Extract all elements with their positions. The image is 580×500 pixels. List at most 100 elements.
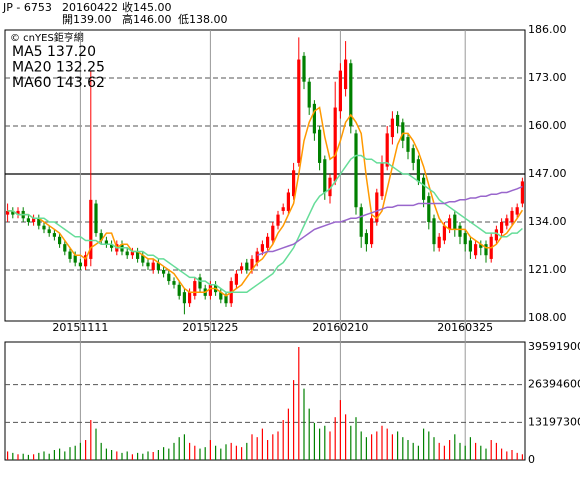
candle-body	[250, 258, 254, 270]
candle-body	[47, 229, 51, 234]
open-price: 開139.00	[62, 13, 112, 26]
symbol: JP - 6753	[2, 1, 52, 14]
candle-body	[286, 192, 290, 211]
candle-body	[32, 218, 36, 222]
candle-body	[312, 103, 316, 134]
candle-body	[26, 218, 30, 222]
legend-entry: MA20 132.25	[12, 60, 105, 76]
candle-body	[42, 225, 46, 230]
candle-body	[37, 218, 41, 226]
ma-line	[7, 154, 523, 293]
y-tick-label: 0	[528, 453, 535, 466]
candle-body	[6, 210, 10, 215]
candle-body	[245, 262, 249, 270]
y-tick-label: 134.00	[528, 215, 567, 228]
candle-body	[136, 251, 140, 259]
candle-body	[297, 59, 301, 163]
y-tick-label: 131973000	[528, 415, 580, 428]
candle-body	[318, 129, 322, 163]
candle-body	[453, 214, 457, 230]
x-tick-label: 20151225	[182, 321, 238, 334]
candle-body	[463, 233, 467, 245]
candle-body	[130, 251, 134, 256]
candle-body	[396, 114, 400, 126]
candle-body	[349, 63, 353, 126]
candle-body	[500, 222, 504, 234]
candle-body	[505, 218, 509, 226]
candle-body	[448, 218, 452, 230]
candle-body	[281, 207, 285, 211]
y-tick-label: 160.00	[528, 119, 567, 132]
candle-body	[411, 148, 415, 163]
candle-body	[364, 233, 368, 245]
candle-body	[167, 273, 171, 282]
candle-body	[427, 196, 431, 222]
candle-body	[510, 210, 514, 222]
y-tick-label: 147.00	[528, 167, 567, 180]
candle-body	[11, 210, 15, 215]
candle-body	[422, 177, 426, 200]
candle-body	[16, 210, 20, 215]
x-tick-label: 20151111	[52, 321, 108, 334]
candle-body	[182, 292, 186, 304]
y-tick-label: 108.00	[528, 311, 567, 324]
candle-body	[484, 244, 488, 256]
candle-body	[99, 233, 103, 241]
y-tick-label: 263946000	[528, 378, 580, 391]
candle-body	[494, 229, 498, 241]
candle-body	[240, 266, 244, 270]
candle-body	[401, 122, 405, 141]
candle-body	[520, 181, 524, 204]
candle-body	[255, 251, 259, 263]
price-pane	[4, 29, 526, 322]
candle-body	[323, 159, 327, 193]
candle-body	[344, 59, 348, 90]
legend-entry: MA5 137.20	[12, 44, 96, 60]
candle-body	[52, 233, 56, 237]
y-tick-label: 395919000	[528, 340, 580, 353]
candle-body	[224, 295, 228, 304]
candle-body	[338, 70, 342, 112]
candle-body	[188, 292, 192, 304]
high-price: 高146.00	[122, 12, 172, 26]
candle-body	[515, 207, 519, 215]
y-tick-label: 186.00	[528, 23, 567, 36]
candle-body	[58, 236, 62, 245]
x-tick-label: 20160325	[437, 321, 493, 334]
candle-body	[479, 244, 483, 248]
candle-body	[442, 225, 446, 241]
candle-body	[292, 170, 296, 197]
candle-body	[156, 262, 160, 270]
volume-pane	[4, 341, 526, 461]
candle-body	[78, 262, 82, 267]
candle-body	[416, 159, 420, 182]
candle-body	[89, 199, 93, 259]
candle-body	[73, 255, 77, 263]
ma-line	[256, 185, 523, 256]
candle-body	[141, 255, 145, 263]
low-price: 低138.00	[178, 13, 228, 26]
candle-body	[84, 255, 88, 267]
x-tick-label: 20160210	[312, 321, 368, 334]
date: 20160422	[62, 1, 118, 14]
candle-body	[125, 251, 129, 256]
candle-body	[146, 262, 150, 267]
candle-body	[219, 292, 223, 300]
candle-body	[437, 236, 441, 248]
candle-body	[162, 270, 166, 274]
candle-body	[390, 118, 394, 138]
candle-body	[208, 284, 212, 296]
ma-line	[7, 106, 524, 297]
candle-body	[375, 192, 379, 222]
y-tick-label: 121.00	[528, 263, 567, 276]
candle-body	[370, 218, 374, 245]
candle-body	[333, 107, 337, 182]
candle-body	[385, 133, 389, 167]
candle-body	[266, 236, 270, 248]
candle-body	[468, 240, 472, 252]
candle-body	[94, 203, 98, 234]
watermark: © cnYES鉅亨網	[10, 31, 84, 44]
candle-body	[68, 251, 72, 259]
